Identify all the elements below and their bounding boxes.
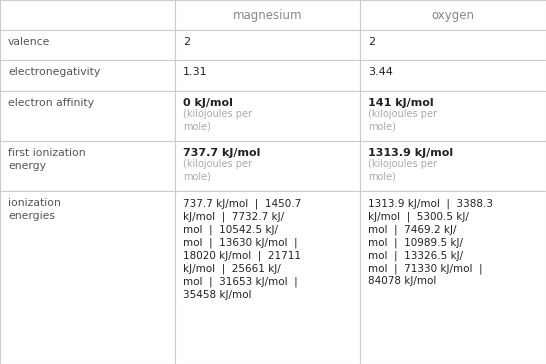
Bar xyxy=(0,191,175,364)
Text: electronegativity: electronegativity xyxy=(8,67,100,78)
Text: oxygen: oxygen xyxy=(432,9,474,21)
Text: 2: 2 xyxy=(369,37,376,47)
Text: (kilojoules per
mole): (kilojoules per mole) xyxy=(369,159,437,181)
Text: 2: 2 xyxy=(183,37,190,47)
Text: (kilojoules per
mole): (kilojoules per mole) xyxy=(183,159,252,181)
Text: 141 kJ/mol: 141 kJ/mol xyxy=(369,98,434,108)
Bar xyxy=(175,60,360,91)
Text: valence: valence xyxy=(8,37,50,47)
Text: first ionization
energy: first ionization energy xyxy=(8,148,86,171)
Bar xyxy=(0,141,175,191)
Text: 1.31: 1.31 xyxy=(183,67,207,78)
Bar xyxy=(175,141,360,191)
Text: 1313.9 kJ/mol  |  3388.3
kJ/mol  |  5300.5 kJ/
mol  |  7469.2 kJ/
mol  |  10989.: 1313.9 kJ/mol | 3388.3 kJ/mol | 5300.5 k… xyxy=(369,198,494,286)
Bar xyxy=(360,30,546,60)
Bar xyxy=(360,141,546,191)
Bar xyxy=(360,60,546,91)
Bar xyxy=(0,60,175,91)
Text: electron affinity: electron affinity xyxy=(8,98,94,108)
Text: ionization
energies: ionization energies xyxy=(8,198,61,221)
Text: 1313.9 kJ/mol: 1313.9 kJ/mol xyxy=(369,148,454,158)
Bar xyxy=(360,91,546,141)
Bar xyxy=(175,91,360,141)
Text: (kilojoules per
mole): (kilojoules per mole) xyxy=(183,108,252,131)
Bar xyxy=(360,0,546,30)
Text: 3.44: 3.44 xyxy=(369,67,393,78)
Text: 737.7 kJ/mol: 737.7 kJ/mol xyxy=(183,148,260,158)
Bar xyxy=(0,0,175,30)
Text: magnesium: magnesium xyxy=(233,9,302,21)
Bar xyxy=(175,0,360,30)
Text: (kilojoules per
mole): (kilojoules per mole) xyxy=(369,108,437,131)
Bar xyxy=(360,191,546,364)
Bar xyxy=(0,30,175,60)
Bar xyxy=(175,30,360,60)
Bar xyxy=(0,91,175,141)
Text: 0 kJ/mol: 0 kJ/mol xyxy=(183,98,233,108)
Bar xyxy=(175,191,360,364)
Text: 737.7 kJ/mol  |  1450.7
kJ/mol  |  7732.7 kJ/
mol  |  10542.5 kJ/
mol  |  13630 : 737.7 kJ/mol | 1450.7 kJ/mol | 7732.7 kJ… xyxy=(183,198,301,300)
